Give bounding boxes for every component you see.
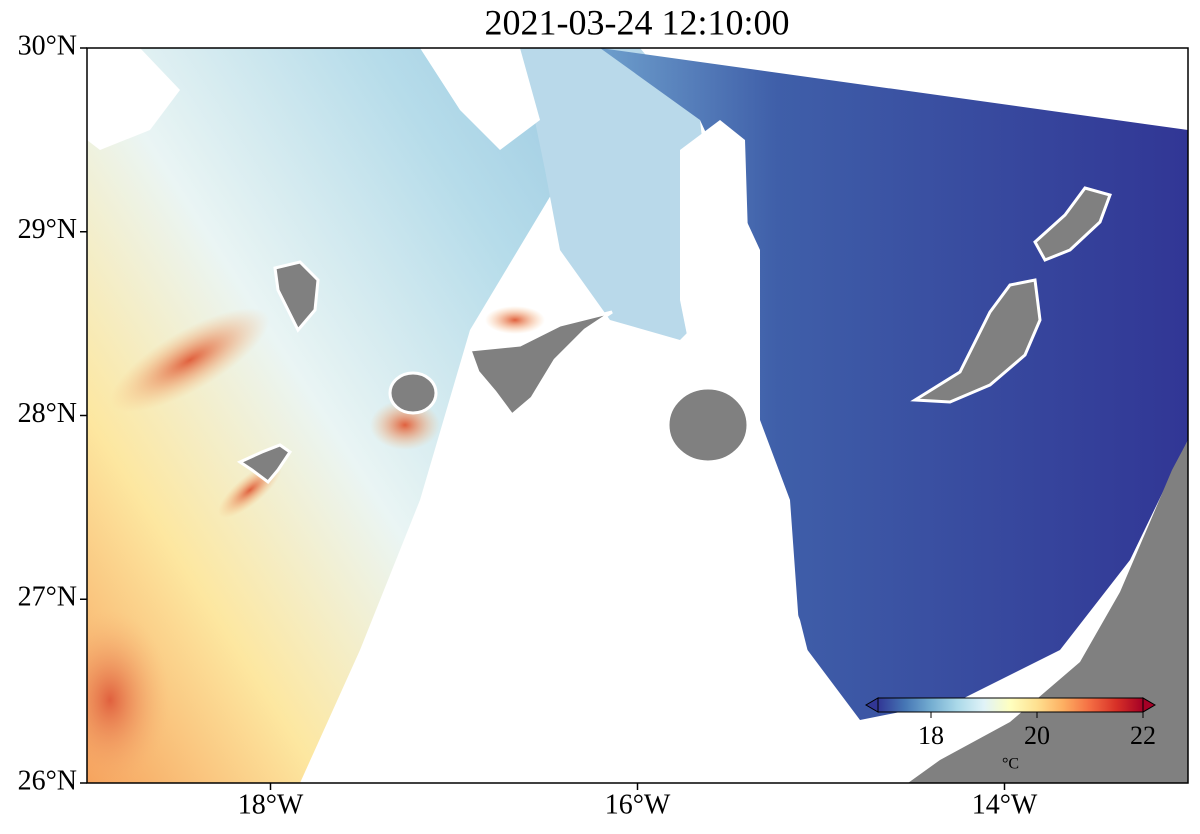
x-tick-label: 16°W	[605, 789, 671, 820]
x-tick-label: 18°W	[238, 789, 304, 820]
map-title: 2021-03-24 12:10:00	[485, 2, 790, 42]
mid-water	[520, 48, 720, 340]
y-tick-label: 26°N	[18, 765, 77, 796]
sst-field	[87, 48, 1188, 783]
colorbar-tick-label: 18	[918, 721, 944, 750]
warm-water	[87, 48, 560, 783]
colorbar-tick-label: 20	[1024, 721, 1050, 750]
warm-wake	[110, 308, 270, 412]
warm-wake	[485, 306, 545, 334]
y-tick-label: 28°N	[18, 398, 77, 429]
cloud-mask	[680, 120, 750, 400]
el-hierro	[236, 443, 293, 485]
y-tick-label: 29°N	[18, 214, 77, 245]
x-tick-label: 14°W	[972, 789, 1038, 820]
cloud-mask	[420, 48, 540, 150]
la-palma	[273, 260, 320, 333]
warm-wake	[87, 610, 170, 783]
cloud-mask	[360, 380, 820, 783]
y-tick-label: 30°N	[18, 30, 77, 61]
colorbar-gradient	[877, 697, 1144, 713]
gran-canaria	[666, 386, 750, 464]
cloud-mask	[87, 48, 180, 150]
africa-coast	[908, 440, 1188, 783]
la-gomera	[388, 371, 438, 415]
lanzarote	[1033, 186, 1112, 262]
tenerife	[467, 310, 613, 418]
y-tick-label: 27°N	[18, 582, 77, 613]
land	[236, 186, 1188, 783]
fuerteventura	[910, 278, 1042, 404]
colorbar-tick-label: 22	[1130, 721, 1156, 750]
colorbar: 18 20 22 °C	[865, 697, 1156, 773]
colorbar-unit: °C	[1002, 756, 1019, 773]
